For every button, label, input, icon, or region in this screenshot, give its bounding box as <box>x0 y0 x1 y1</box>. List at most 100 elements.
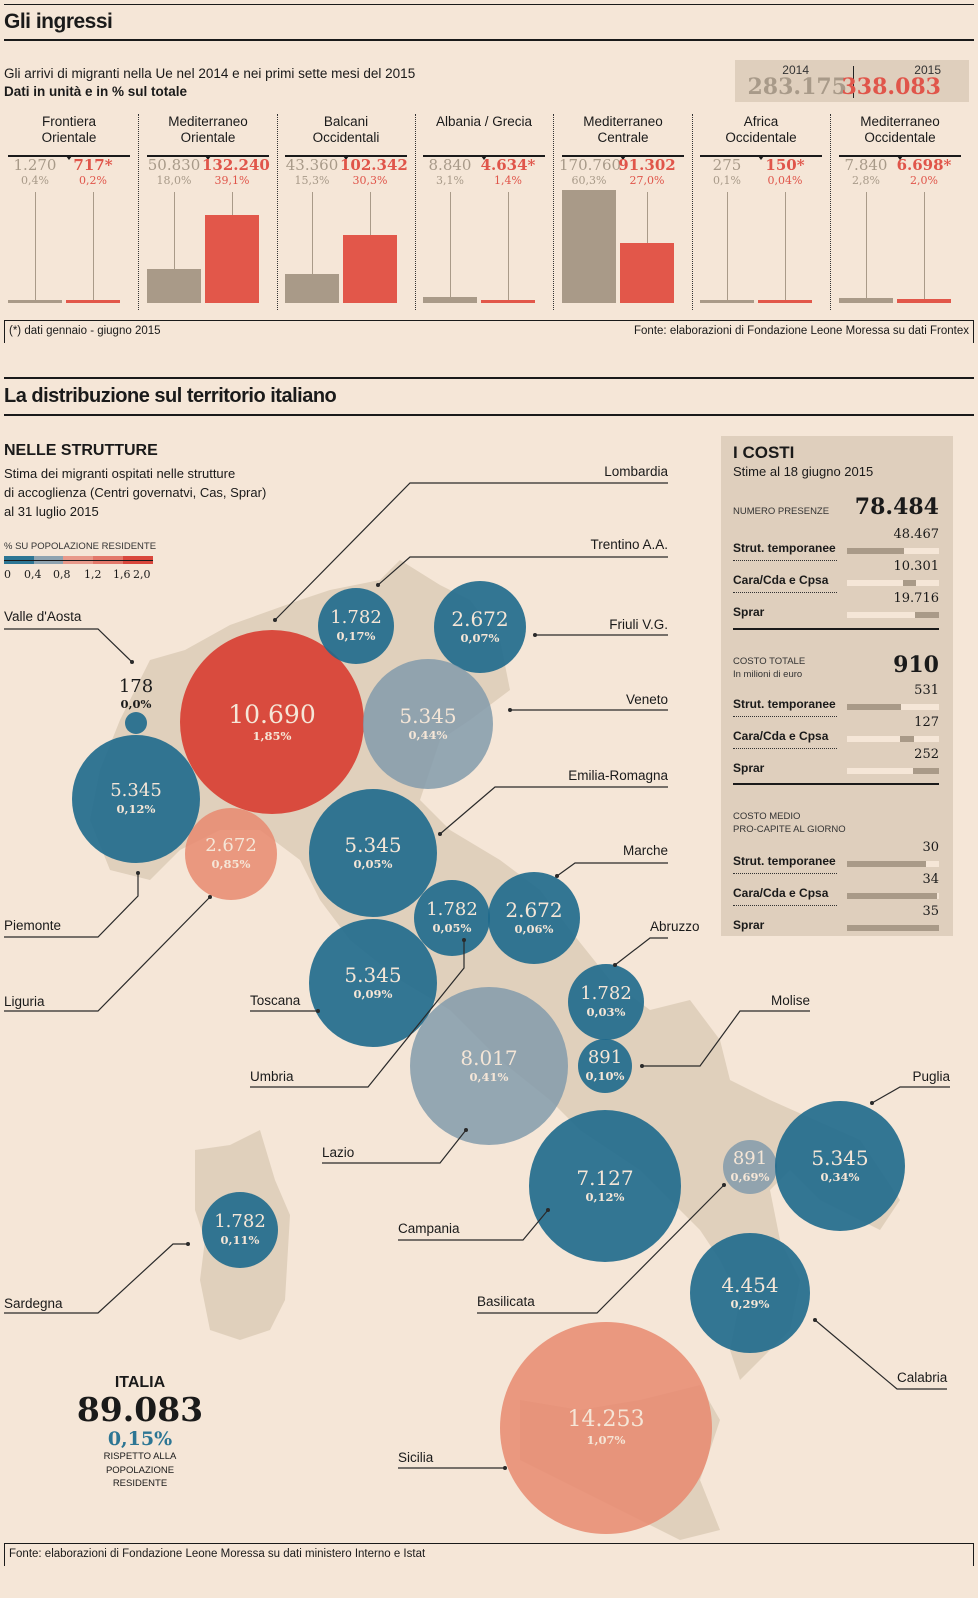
leader-line <box>814 1319 947 1390</box>
region-label-puglia[interactable]: Puglia <box>912 1069 950 1084</box>
bubble-number: 5.345 <box>110 780 162 801</box>
region-label-friuli-v-g-[interactable]: Friuli V.G. <box>609 617 668 632</box>
region-label-molise[interactable]: Molise <box>770 993 810 1008</box>
bubble-pct: 0,11% <box>220 1233 260 1247</box>
category-title: Mediterraneo Orientale <box>147 114 269 146</box>
region-label-marche[interactable]: Marche <box>622 843 668 858</box>
category-pointer <box>66 156 72 160</box>
region-bubble[interactable]: 4.454 0,29% <box>690 1233 810 1353</box>
category-title-line: Frontiera <box>41 114 97 129</box>
costi-row: Cara/Cda e Cpsa 10.301 <box>733 559 939 593</box>
strutture-title: NELLE STRUTTURE <box>4 442 158 459</box>
bubble-pct: 0,44% <box>408 728 448 742</box>
region-bubble[interactable]: 2.672 0,06% <box>488 872 580 964</box>
bubble-number: 14.253 <box>567 1407 645 1432</box>
bar-stem <box>508 192 509 300</box>
region-bubble[interactable]: 1.782 0,17% <box>318 588 394 664</box>
leader-arrowhead <box>130 660 134 664</box>
pct-label-2014: 18,0% <box>156 174 192 187</box>
leader-arrowhead <box>503 1466 507 1470</box>
leader-line <box>439 786 668 835</box>
region-bubble[interactable]: 5.345 0,34% <box>775 1101 905 1231</box>
category-rule <box>839 155 961 157</box>
region-label-trentino-a-a-[interactable]: Trentino A.A. <box>590 537 668 552</box>
bar-2014 <box>839 297 893 303</box>
region-bubble[interactable]: 5.345 0,05% <box>309 789 437 917</box>
costi-row: Sprar 252 <box>733 747 939 778</box>
leader-line <box>871 1086 950 1104</box>
costi-bar-fill <box>915 612 939 618</box>
costi-row-label: Sprar <box>733 605 765 619</box>
region-label-calabria[interactable]: Calabria <box>897 1370 948 1385</box>
total-2015-value: 338.083 <box>841 74 941 100</box>
region-label-toscana[interactable]: Toscana <box>250 993 301 1008</box>
region-label-emilia-romagna[interactable]: Emilia-Romagna <box>568 768 668 783</box>
region-bubble[interactable]: 10.690 1,85% <box>180 630 364 814</box>
region-bubble[interactable] <box>125 712 147 734</box>
costi-bar-track <box>847 704 939 710</box>
bubble-number: 2.672 <box>451 607 509 631</box>
bar-2015 <box>897 298 951 303</box>
bar-stem <box>450 192 451 298</box>
region-label-basilicata[interactable]: Basilicata <box>477 1294 535 1309</box>
category-pointer <box>343 156 349 160</box>
region-bubble[interactable]: 2.672 0,85% <box>185 808 277 900</box>
footnote: (*) dati gennaio - giugno 2015 <box>9 325 161 337</box>
region-label-lombardia[interactable]: Lombardia <box>604 464 668 479</box>
region-label-campania[interactable]: Campania <box>398 1221 460 1236</box>
region-label-piemonte[interactable]: Piemonte <box>4 918 62 933</box>
region-label-sicilia[interactable]: Sicilia <box>398 1450 434 1465</box>
bubble-number: 1.782 <box>214 1211 266 1232</box>
region-label-sardegna[interactable]: Sardegna <box>4 1296 63 1311</box>
region-bubble[interactable]: 1.782 0,11% <box>202 1192 278 1268</box>
region-bubble[interactable]: 5.345 0,09% <box>309 919 437 1047</box>
costi-row-label: Strut. temporanee <box>733 697 836 711</box>
pct-label-2014: 0,4% <box>21 174 49 187</box>
region-label-lazio[interactable]: Lazio <box>322 1145 355 1160</box>
top-rule <box>4 4 974 5</box>
region-bubble[interactable]: 1.782 0,05% <box>414 880 490 956</box>
category-pointer <box>897 156 903 160</box>
region-label-valle-d-aosta[interactable]: Valle d'Aosta <box>4 609 82 624</box>
bar-panel-2: Balcani Occidentali 43.360 15,3% 102.342 30,3… <box>285 114 408 309</box>
region-bubble[interactable]: 1.782 0,03% <box>568 964 644 1040</box>
region-label-liguria[interactable]: Liguria <box>4 994 45 1009</box>
region-bubble[interactable]: 7.127 0,12% <box>529 1110 681 1262</box>
category-title-line: Occidentali <box>312 130 380 145</box>
region-label-umbria[interactable]: Umbria <box>250 1069 294 1084</box>
region-bubble[interactable]: 8.017 0,41% <box>410 987 568 1145</box>
region-bubble[interactable]: 5.345 0,44% <box>363 659 493 789</box>
bar-stem <box>312 192 313 275</box>
value-label-2014: 1.270 <box>13 156 57 174</box>
region-label-veneto[interactable]: Veneto <box>625 692 668 707</box>
italia-pct: 0,15% <box>107 1428 173 1450</box>
region-bubble[interactable]: 2.672 0,07% <box>434 581 526 673</box>
bar-stem <box>647 192 648 243</box>
region-bubble[interactable]: 5.345 0,12% <box>72 735 200 863</box>
bubble-pct: 0,12% <box>116 802 156 816</box>
region-bubble[interactable]: 891 0,10% <box>578 1039 632 1093</box>
bar-2014 <box>423 297 477 303</box>
region-bubble[interactable]: 14.253 1,07% <box>500 1322 712 1534</box>
bubble-number: 1.782 <box>426 899 478 920</box>
category-title-line: Albania / Grecia <box>435 114 533 129</box>
costi-row-divider <box>733 560 837 561</box>
leader-line <box>4 873 139 938</box>
bubble-number: 7.127 <box>576 1166 634 1190</box>
pct-label-2014: 15,3% <box>294 174 330 187</box>
bubble-number: 5.345 <box>811 1146 869 1170</box>
costi-bar-track <box>847 893 939 899</box>
leader-arrowhead <box>813 1318 817 1322</box>
costi-row-divider <box>733 905 837 906</box>
costi-row-divider <box>733 748 837 749</box>
leader-arrowhead <box>640 1064 644 1068</box>
leader-arrowhead <box>462 938 466 942</box>
category-rule <box>8 155 130 157</box>
region-label-abruzzo[interactable]: Abruzzo <box>650 919 700 934</box>
costi-bar-track <box>847 768 939 774</box>
category-pointer <box>481 156 487 160</box>
region-bubble[interactable]: 891 0,69% <box>723 1140 777 1194</box>
costi-bar-track <box>847 861 939 867</box>
leader-arrowhead <box>438 832 442 836</box>
